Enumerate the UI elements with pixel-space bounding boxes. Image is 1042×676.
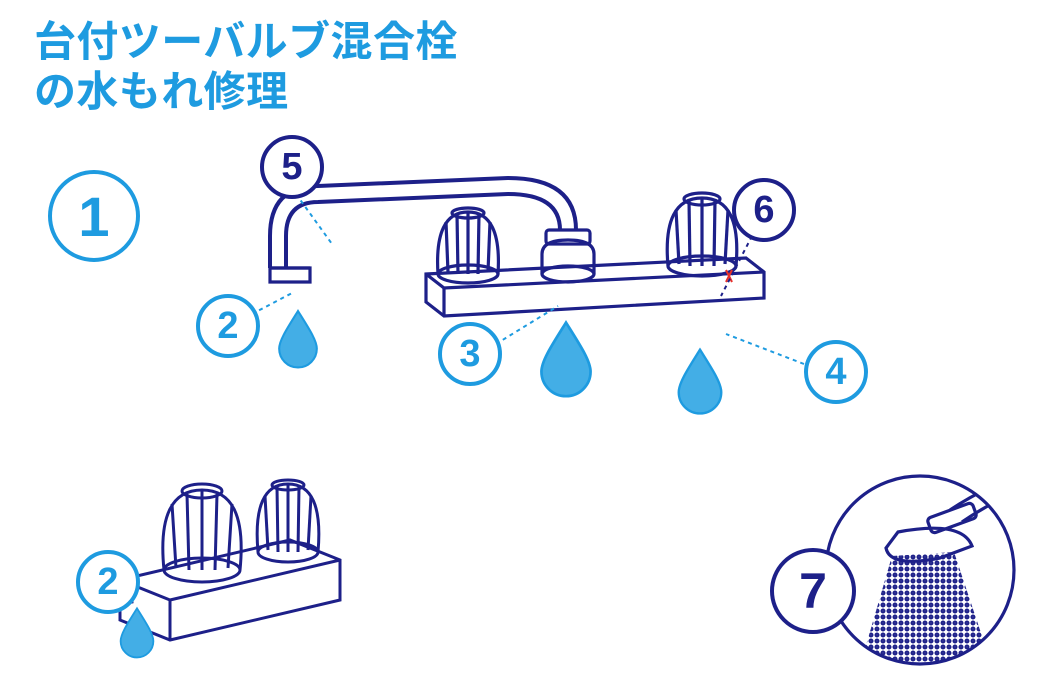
ref-marker-number: 6 [753,189,774,232]
ref-marker-4: 4 [804,340,868,404]
water-drop-icon [117,604,157,660]
water-drop-icon [275,306,321,370]
water-drop-icon [536,316,596,400]
ref-marker-number: 7 [799,562,827,620]
water-drop-icon [674,344,726,417]
ref-marker-number: 2 [97,561,118,604]
ref-marker-number: 1 [78,184,109,249]
ref-marker-number: 4 [825,351,846,394]
ref-marker-3: 3 [438,322,502,386]
ref-marker-number: 5 [281,146,302,189]
ref-marker-number: 2 [217,305,238,348]
ref-marker-5: 5 [260,135,324,199]
ref-marker-6: 6 [732,178,796,242]
ref-marker-7: 7 [770,548,856,634]
page-title: 台付ツーバルブ混合栓 の水もれ修理 [34,14,458,113]
ref-marker-2: 2 [196,294,260,358]
ref-marker-1: 1 [48,170,140,262]
ref-marker-number: 3 [459,333,480,376]
